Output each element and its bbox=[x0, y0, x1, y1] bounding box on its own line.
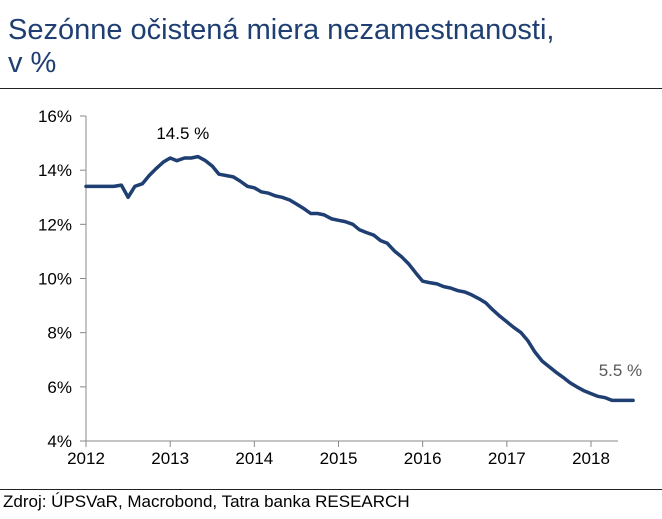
chart-axes bbox=[85, 116, 618, 442]
chart-ticks: 4% 6% 8% 10% 12% 14% 16% 2012 2013 2014 2015 2016 20… bbox=[38, 107, 610, 468]
y-tick-label: 10% bbox=[38, 270, 72, 289]
y-tick-label: 14% bbox=[38, 161, 72, 180]
end-annotation: 5.5 % bbox=[599, 361, 642, 380]
y-tick-label: 16% bbox=[38, 107, 72, 126]
x-tick-label: 2017 bbox=[488, 449, 526, 468]
source-note: Zdroj: ÚPSVaR, Macrobond, Tatra banka RE… bbox=[3, 492, 410, 511]
x-tick-label: 2018 bbox=[572, 449, 610, 468]
x-tick-label: 2014 bbox=[235, 449, 273, 468]
bottom-divider bbox=[0, 489, 662, 490]
unemployment-rate-line bbox=[84, 154, 635, 403]
chart-title-line-2: v % bbox=[8, 47, 57, 79]
y-tick-label: 4% bbox=[47, 432, 72, 451]
x-tick-label: 2016 bbox=[404, 449, 442, 468]
x-tick-label: 2013 bbox=[151, 449, 189, 468]
x-tick-label: 2012 bbox=[67, 449, 105, 468]
top-divider bbox=[0, 88, 662, 89]
x-tick-label: 2015 bbox=[320, 449, 358, 468]
chart-series bbox=[84, 154, 635, 403]
peak-annotation: 14.5 % bbox=[156, 124, 209, 143]
y-tick-label: 8% bbox=[47, 324, 72, 343]
y-tick-label: 12% bbox=[38, 215, 72, 234]
chart-title-line-1: Sezónne očistená miera nezamestnanosti, bbox=[8, 14, 555, 46]
chart-title: Sezónne očistená miera nezamestnanosti, … bbox=[8, 14, 648, 80]
chart-annotations: 14.5 % 5.5 % bbox=[156, 124, 642, 380]
y-tick-label: 6% bbox=[47, 378, 72, 397]
